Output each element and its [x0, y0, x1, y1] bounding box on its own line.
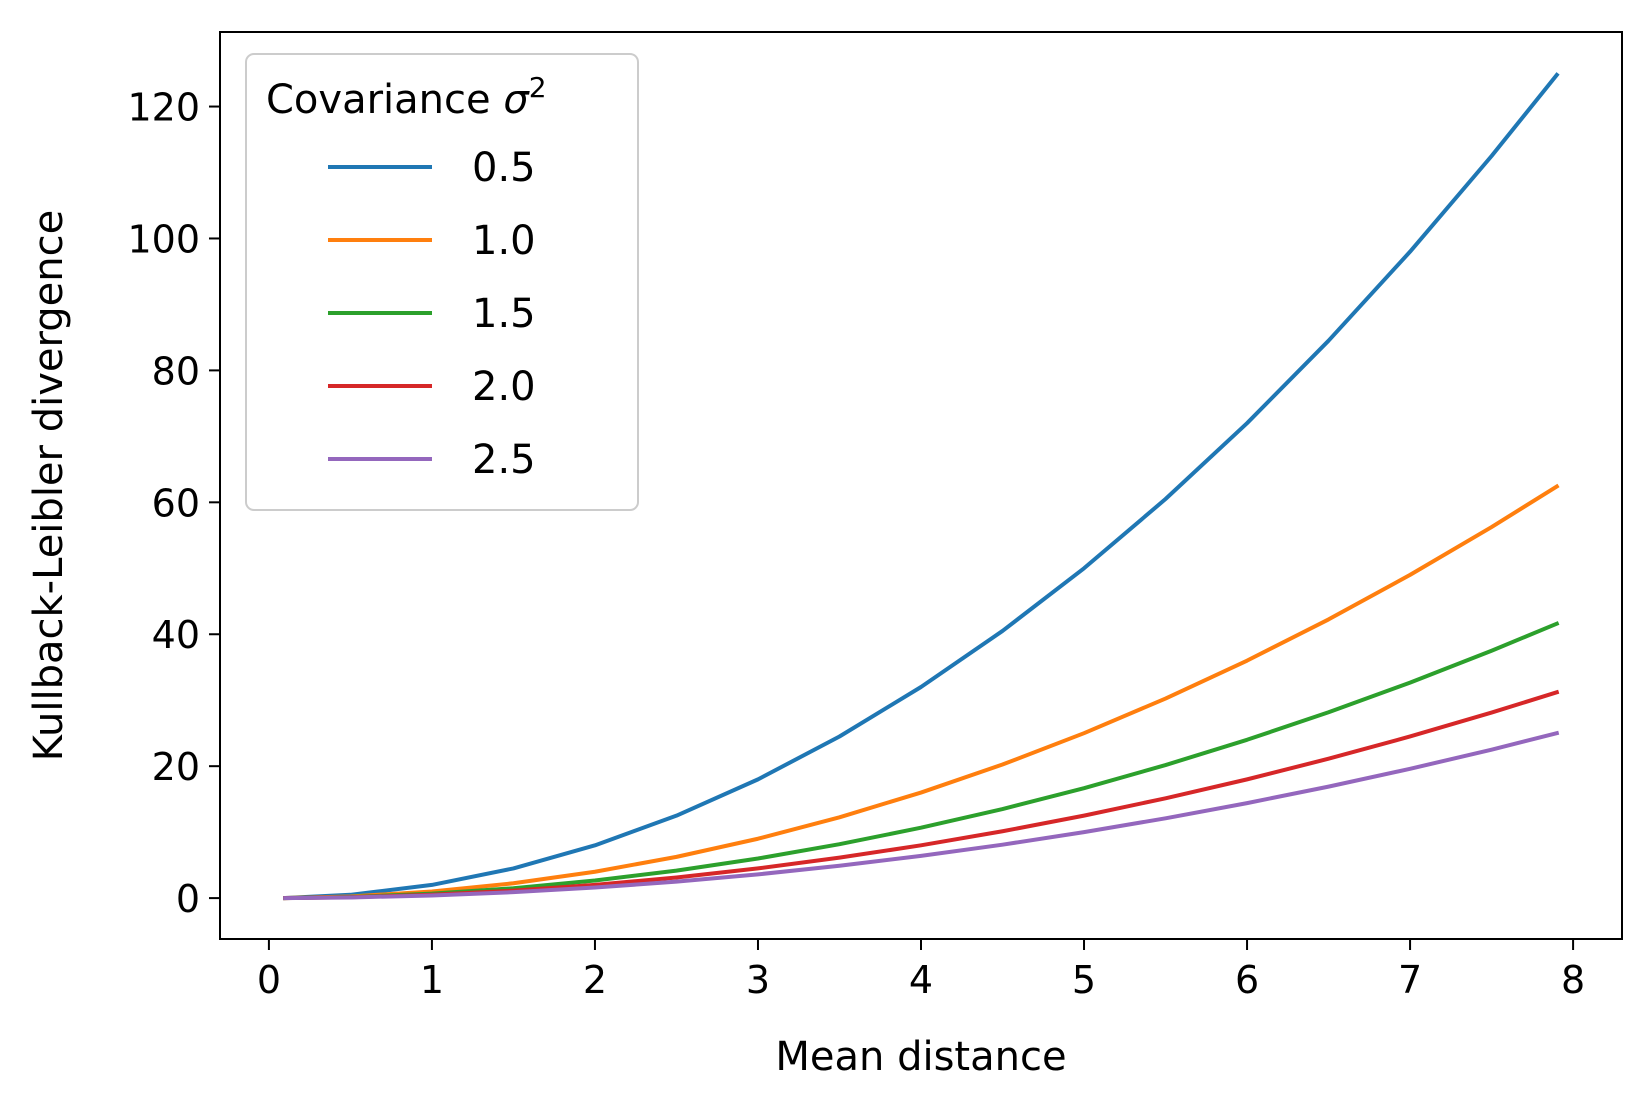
x-tick-label: 2 — [583, 958, 607, 1002]
series-line-1 — [283, 483, 1560, 901]
y-tick-label: 60 — [152, 481, 200, 525]
legend-label-0: 0.5 — [472, 145, 536, 191]
x-tick-label: 5 — [1072, 958, 1096, 1002]
legend-label-2: 1.5 — [472, 291, 536, 337]
legend-label-1: 1.0 — [472, 218, 536, 264]
y-tick-label: 0 — [176, 877, 200, 921]
x-axis-label: Mean distance — [775, 1034, 1066, 1080]
y-tick-label: 120 — [127, 86, 200, 130]
plot-lines — [283, 72, 1560, 901]
series-line-0 — [283, 72, 1560, 901]
y-axis-label: Kullback-Leibler divergence — [26, 210, 72, 761]
x-tick-label: 8 — [1561, 958, 1585, 1002]
x-tick-label: 1 — [420, 958, 444, 1002]
x-tick-label: 7 — [1398, 958, 1422, 1002]
y-tick-label: 80 — [152, 349, 200, 393]
x-tick-label: 4 — [909, 958, 933, 1002]
legend-label-4: 2.5 — [472, 437, 536, 483]
legend-label-3: 2.0 — [472, 364, 536, 410]
y-tick-label: 40 — [152, 613, 200, 657]
legend: Covariance σ2 0.5 1.0 1.5 2.0 2.5 — [245, 53, 639, 511]
legend-title: Covariance σ2 — [266, 71, 547, 123]
series-line-4 — [283, 730, 1560, 901]
y-tick-label: 20 — [152, 745, 200, 789]
y-tick-label: 100 — [127, 217, 200, 261]
x-tick-label: 6 — [1235, 958, 1259, 1002]
x-tick-label: 3 — [746, 958, 770, 1002]
x-tick-label: 0 — [257, 958, 281, 1002]
